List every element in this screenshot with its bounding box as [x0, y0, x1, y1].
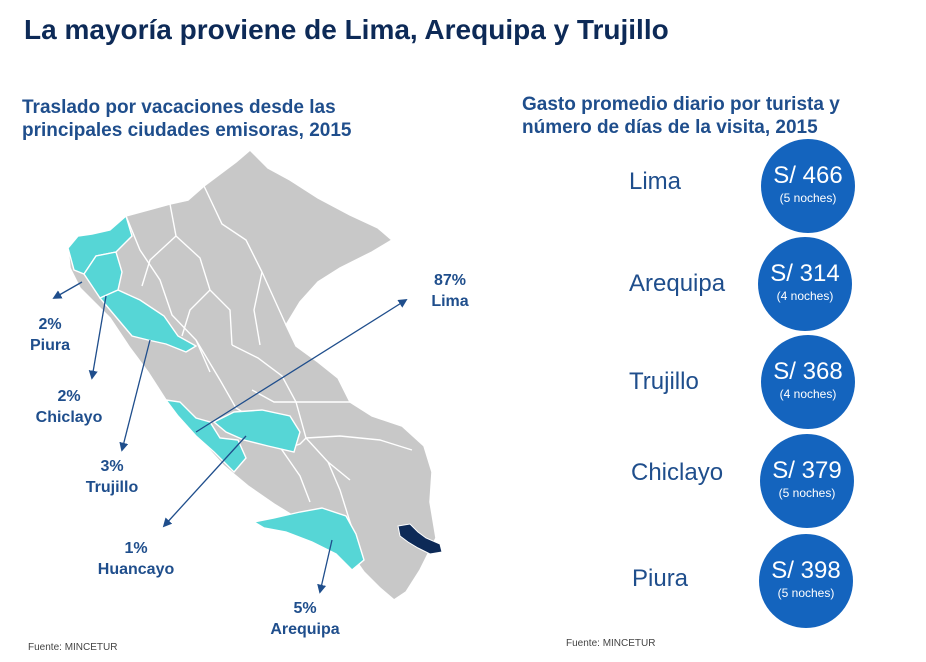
nights-trujillo: (4 noches): [779, 387, 837, 401]
bubble-arequipa: S/ 314 (4 noches): [758, 237, 852, 331]
peru-outline: [67, 148, 437, 601]
amount-piura: S/ 398: [771, 557, 841, 584]
label-trujillo: 3% Trujillo: [85, 458, 139, 496]
region-junin: [212, 409, 301, 453]
region-la-libertad: [98, 289, 198, 353]
arrow-lima: [195, 299, 408, 433]
arrow-huancayo: [162, 435, 247, 528]
label-chiclayo: 2% Chiclayo: [35, 388, 103, 426]
nights-lima: (5 noches): [779, 191, 837, 205]
label-lima: 87% Lima: [431, 272, 469, 310]
bubble-chiclayo: S/ 379 (5 noches): [760, 434, 854, 528]
region-piura: [67, 214, 133, 275]
arrow-chiclayo: [88, 295, 107, 380]
label-arequipa: 5% Arequipa: [270, 600, 340, 638]
city-trujillo: Trujillo: [629, 368, 699, 395]
map-subtitle: Traslado por vacaciones desde las princi…: [22, 97, 352, 141]
region-lima: [164, 399, 247, 474]
peru-map: [52, 148, 443, 601]
amount-lima: S/ 466: [773, 162, 843, 189]
page-title: La mayoría proviene de Lima, Arequipa y …: [24, 14, 669, 45]
source-right: Fuente: MINCETUR: [566, 638, 656, 649]
amount-trujillo: S/ 368: [773, 358, 843, 385]
label-huancayo: 1% Huancayo: [97, 540, 175, 578]
label-piura: 2% Piura: [29, 316, 70, 354]
city-piura: Piura: [632, 565, 689, 592]
arrow-trujillo: [119, 339, 151, 452]
nights-chiclayo: (5 noches): [778, 486, 836, 500]
amount-arequipa: S/ 314: [770, 260, 840, 287]
nights-arequipa: (4 noches): [776, 289, 834, 303]
bubble-trujillo: S/ 368 (4 noches): [761, 335, 855, 429]
city-lima: Lima: [629, 168, 682, 195]
bubble-piura: S/ 398 (5 noches): [759, 534, 853, 628]
source-left: Fuente: MINCETUR: [28, 642, 118, 653]
amount-chiclayo: S/ 379: [772, 457, 842, 484]
city-arequipa: Arequipa: [629, 270, 726, 297]
region-puno-lake: [397, 523, 443, 555]
bubble-lima: S/ 466 (5 noches): [761, 139, 855, 233]
city-chiclayo: Chiclayo: [631, 459, 724, 486]
nights-piura: (5 noches): [777, 586, 835, 600]
region-arequipa: [252, 507, 365, 571]
spending-subtitle: Gasto promedio diario por turista y núme…: [522, 94, 840, 138]
arrow-piura: [52, 281, 83, 299]
arrow-arequipa: [317, 539, 333, 594]
